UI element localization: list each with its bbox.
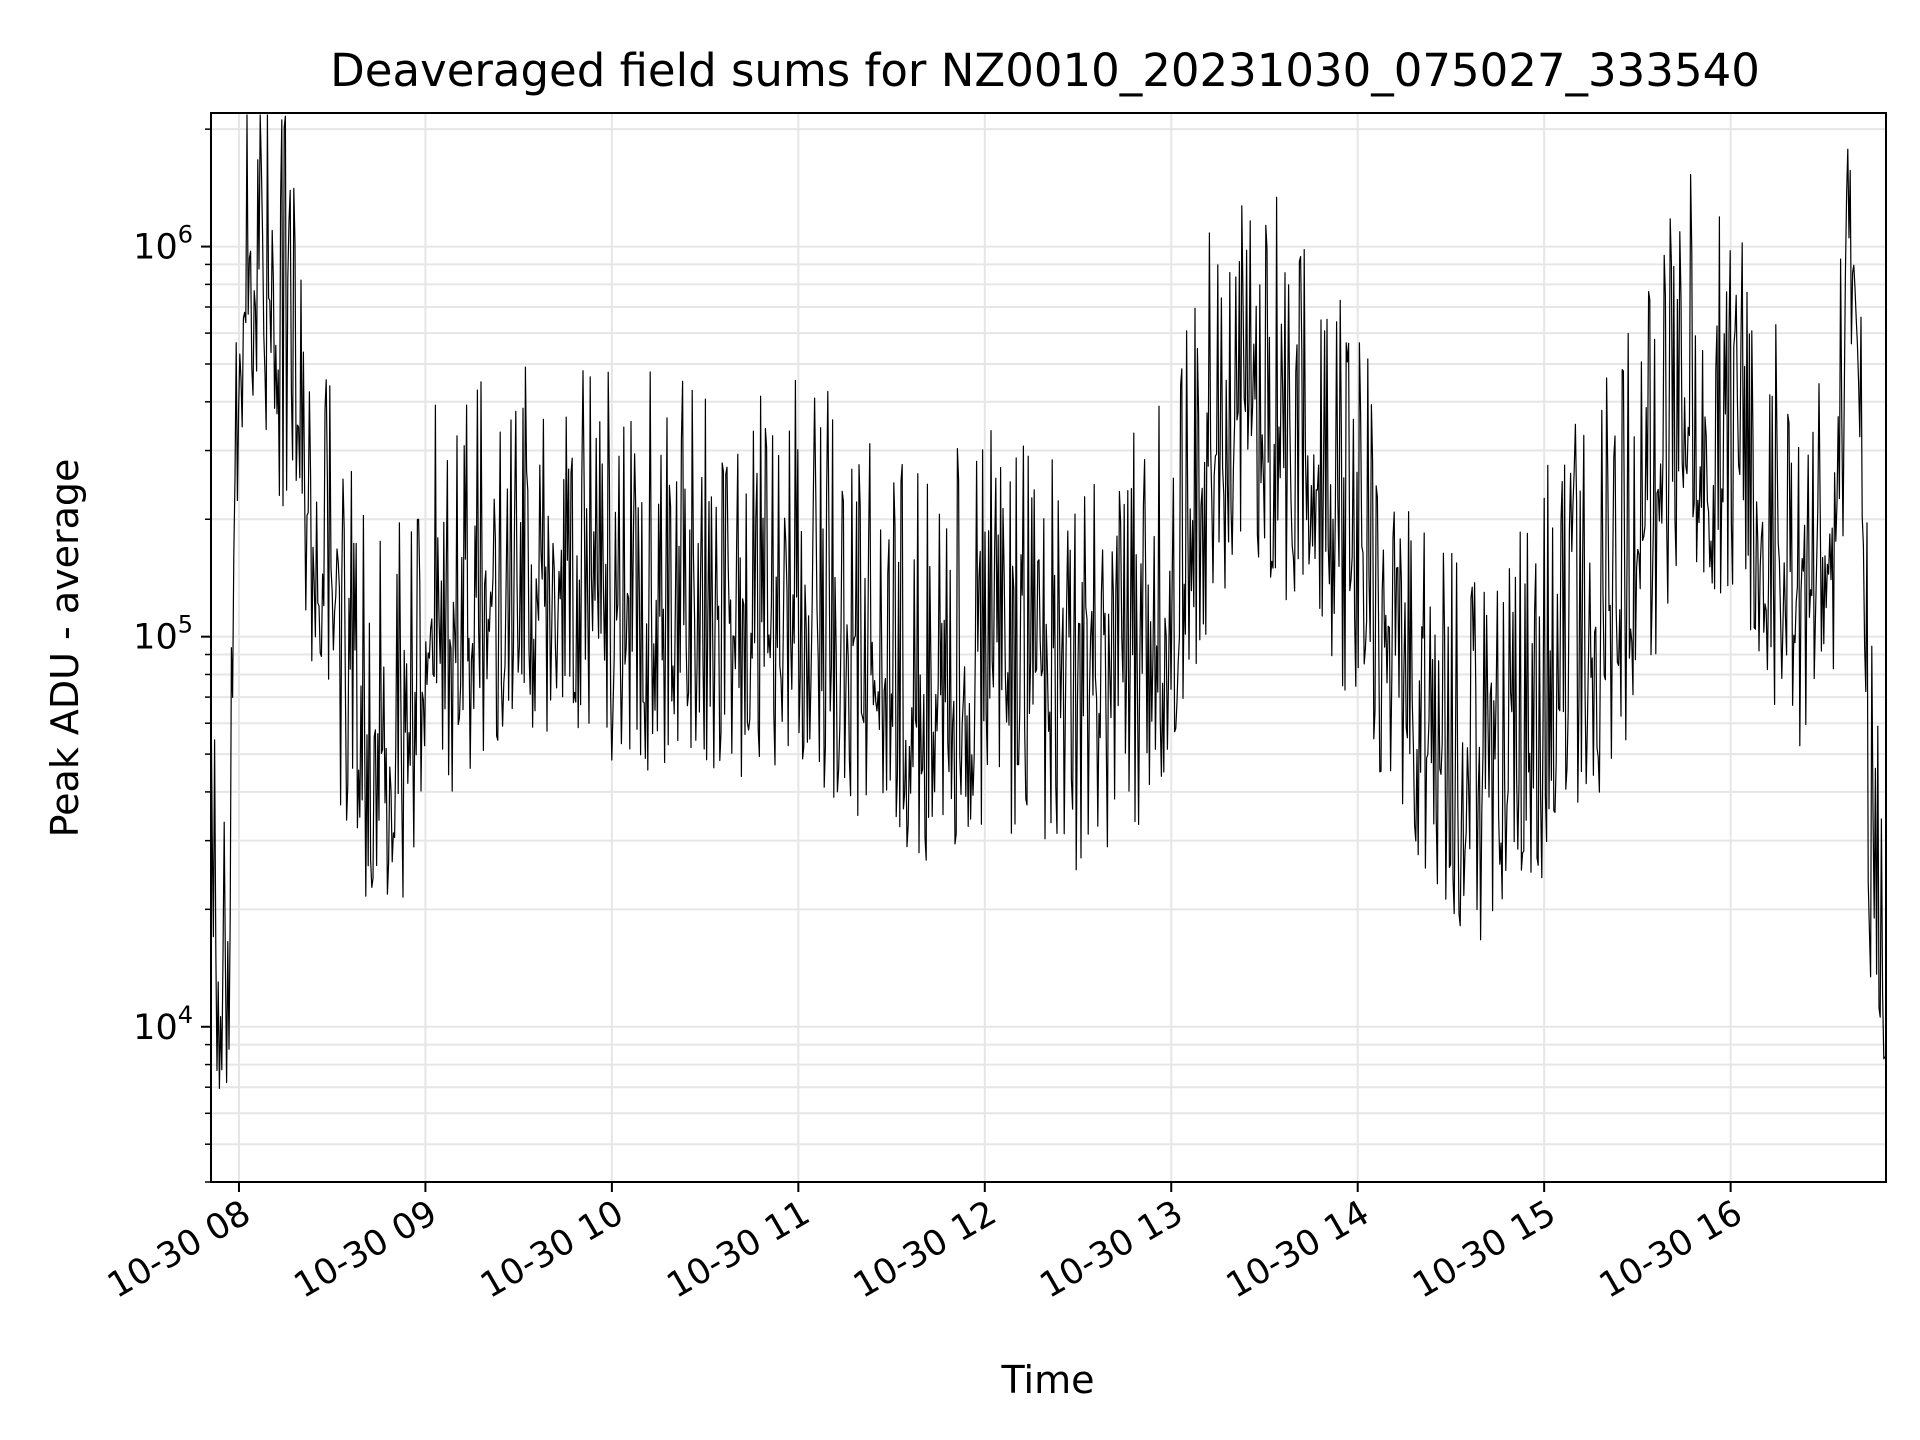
- y-tick-exponent: 5: [178, 611, 193, 639]
- y-tick-label: 104: [133, 1001, 193, 1048]
- plot-frame: [210, 112, 1887, 1183]
- y-tick-exponent: 4: [178, 1001, 193, 1029]
- x-axis-label: Time: [1001, 1358, 1095, 1402]
- y-tick-label: 106: [133, 221, 193, 268]
- y-tick-base: 10: [133, 1008, 178, 1048]
- y-tick-exponent: 6: [178, 221, 193, 249]
- y-tick-base: 10: [133, 228, 178, 268]
- y-tick-base: 10: [133, 618, 178, 658]
- chart-title: Deaveraged field sums for NZ0010_2023103…: [330, 44, 1760, 97]
- series-line: [210, 114, 1886, 1090]
- y-tick-label: 105: [133, 611, 193, 658]
- data-series: [210, 114, 1886, 1090]
- y-axis-label: Peak ADU - average: [43, 459, 87, 838]
